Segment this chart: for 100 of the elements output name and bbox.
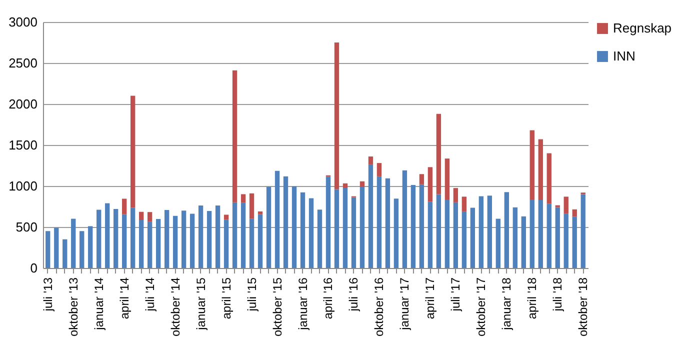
legend-label: Regnskap <box>613 20 672 36</box>
x-tick-label: juli '14 <box>142 277 157 312</box>
bar <box>130 96 136 208</box>
bar <box>198 206 204 268</box>
bar <box>46 231 50 268</box>
bar <box>572 216 577 268</box>
bar <box>538 139 543 200</box>
bar <box>580 194 586 268</box>
y-tick-label: 1500 <box>8 138 38 152</box>
bar <box>164 210 170 268</box>
x-tick-label: januar '17 <box>398 277 412 331</box>
bar <box>130 208 136 268</box>
bar <box>444 158 450 200</box>
bar <box>139 212 144 220</box>
bar <box>555 207 560 268</box>
bar <box>147 212 152 222</box>
bar <box>394 198 399 268</box>
bar <box>419 174 424 184</box>
bar <box>462 196 467 212</box>
bar <box>512 207 518 268</box>
x-tick-label: oktober '17 <box>474 277 488 336</box>
bar <box>342 188 348 268</box>
bar <box>300 192 306 268</box>
y-tick-label: 3000 <box>8 14 38 30</box>
bar <box>546 153 552 204</box>
bar <box>232 202 238 268</box>
bar <box>249 218 254 268</box>
x-tick-label: juli '17 <box>448 277 463 312</box>
bar <box>88 226 93 268</box>
x-tick-label: juli '18 <box>550 277 565 312</box>
x-tick-label: oktober '13 <box>66 277 80 336</box>
bar <box>546 204 552 268</box>
bar <box>470 208 476 268</box>
bar <box>215 206 220 268</box>
bar <box>428 202 433 268</box>
bar <box>360 186 365 268</box>
bar <box>181 210 186 268</box>
bar <box>114 208 118 268</box>
bar <box>240 194 246 203</box>
bar <box>139 220 144 268</box>
y-tick-label: 1000 <box>8 178 38 194</box>
bar <box>147 222 152 268</box>
bar <box>521 216 526 268</box>
bar <box>334 42 340 190</box>
x-tick-label: januar '16 <box>296 277 310 331</box>
y-tick-label: 2500 <box>8 56 38 70</box>
bar <box>453 202 458 268</box>
y-tick-label: 0 <box>30 260 38 276</box>
bar <box>436 194 442 268</box>
x-tick-label: juli '13 <box>40 277 55 312</box>
bar <box>308 198 314 268</box>
bar <box>206 211 212 268</box>
bar <box>258 211 263 214</box>
x-tick-label: oktober '18 <box>576 277 590 336</box>
bar <box>54 228 59 268</box>
x-tick-label: januar '18 <box>500 277 514 331</box>
bar <box>530 200 534 268</box>
bar <box>478 196 484 268</box>
bar <box>368 164 374 268</box>
bar <box>240 202 246 268</box>
x-tick-label: oktober '15 <box>270 277 284 336</box>
bar <box>258 214 263 268</box>
bar <box>360 181 365 187</box>
bar <box>96 210 102 268</box>
x-tick-label: april '14 <box>117 277 132 320</box>
bar <box>530 130 534 200</box>
bar <box>410 185 416 268</box>
bar <box>436 114 442 194</box>
x-tick-label: januar '15 <box>194 277 208 331</box>
bar <box>317 210 322 268</box>
bar <box>224 220 229 268</box>
bar <box>224 214 229 220</box>
x-tick-label: april '18 <box>525 277 540 320</box>
bar <box>564 196 568 214</box>
legend-label: INN <box>613 48 636 64</box>
bar <box>80 231 84 268</box>
bar <box>376 163 382 176</box>
y-tick-label: 500 <box>16 220 38 234</box>
x-tick-label: januar '14 <box>92 277 106 331</box>
bar <box>402 170 408 268</box>
bar <box>538 200 543 268</box>
bar <box>190 214 195 268</box>
x-tick-label: april '16 <box>321 277 336 320</box>
bar <box>122 214 127 268</box>
bar <box>249 193 254 219</box>
bar <box>444 200 450 268</box>
bar <box>283 176 288 268</box>
bar <box>487 196 492 268</box>
bar <box>62 239 68 268</box>
x-tick-label: juli '15 <box>244 277 259 312</box>
y-tick-label: 2000 <box>8 96 38 112</box>
bar <box>172 216 178 268</box>
bar <box>564 214 568 268</box>
bar <box>368 156 374 164</box>
x-tick-label: oktober '14 <box>168 277 182 336</box>
bar <box>334 189 340 268</box>
x-tick-label: april '15 <box>219 277 234 320</box>
bar <box>342 183 348 188</box>
x-tick-label: april '17 <box>423 277 438 320</box>
bar <box>156 218 161 268</box>
